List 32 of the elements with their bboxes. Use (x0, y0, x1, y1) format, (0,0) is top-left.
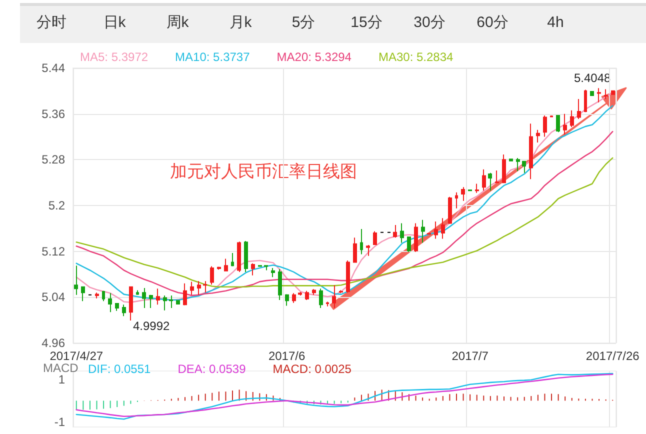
chart-title: MACD (43, 361, 79, 375)
text: MA5: 5.3972 (80, 50, 148, 64)
text: MA20: 5.3294 (276, 50, 352, 64)
text: DIF: 0.0551 (88, 362, 152, 376)
text: MA30: 5.2834 (378, 50, 454, 64)
text: 15分 (350, 13, 384, 33)
text: 日k (102, 13, 127, 33)
y-tick-label: -1 (54, 414, 66, 429)
y-tick-label: 5.36 (42, 106, 66, 121)
text: DEA: 0.0539 (178, 362, 246, 376)
y-tick-label: 5.28 (42, 152, 66, 167)
text: 4h (546, 13, 565, 33)
x-tick-label: 2017/7/26 (586, 349, 640, 363)
text: 60分 (476, 13, 510, 33)
annotation: 加元对人民币汇率日线图 (170, 162, 357, 181)
y-tick-label: 5.04 (42, 290, 66, 304)
x-tick-label: 2017/4/27 (50, 349, 104, 363)
x-tick-label: 2017/6 (268, 349, 306, 363)
text: 月k (228, 13, 253, 33)
annotation: 4.9992 (133, 319, 170, 333)
text: 30分 (412, 13, 446, 33)
series-label: MACD: 0.0025 (272, 362, 352, 376)
y-tick-label: 5.2 (48, 198, 66, 212)
text: MA10: 5.3737 (175, 50, 250, 64)
y-tick-label: 1 (58, 372, 66, 386)
x-tick-label: 2017/7 (452, 349, 489, 363)
y-tick-label: 4.96 (42, 336, 66, 350)
text: 分时 (36, 13, 68, 33)
y-tick-label: 5.12 (42, 244, 66, 258)
y-tick-label: 5.44 (42, 61, 66, 75)
text: 周k (165, 13, 190, 33)
text: 5分 (290, 13, 316, 33)
